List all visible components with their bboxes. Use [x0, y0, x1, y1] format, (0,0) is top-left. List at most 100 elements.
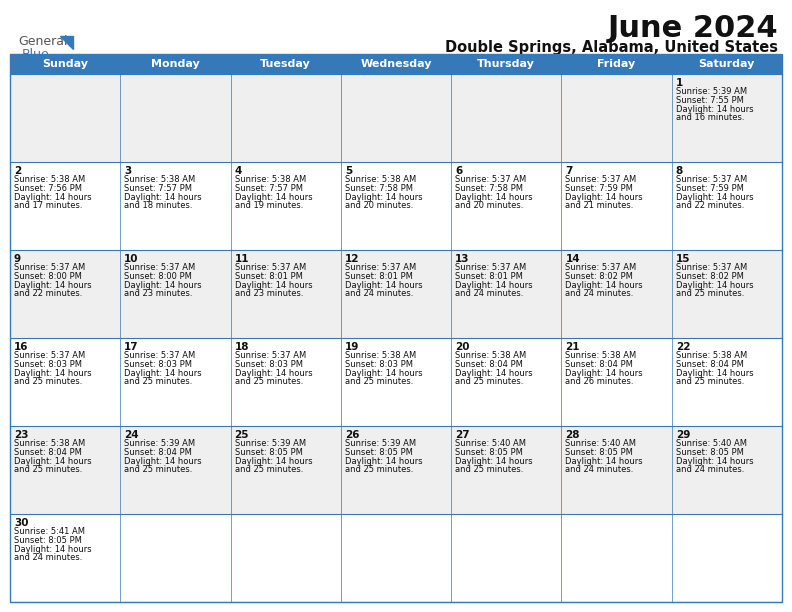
Text: and 24 minutes.: and 24 minutes. [565, 289, 634, 298]
Text: Daylight: 14 hours: Daylight: 14 hours [676, 105, 753, 113]
Text: Sunrise: 5:38 AM: Sunrise: 5:38 AM [124, 176, 196, 184]
Text: and 24 minutes.: and 24 minutes. [455, 289, 524, 298]
Text: Friday: Friday [597, 59, 636, 69]
Text: and 25 minutes.: and 25 minutes. [124, 465, 192, 474]
Text: Sunset: 8:04 PM: Sunset: 8:04 PM [455, 360, 523, 369]
Text: Sunset: 7:59 PM: Sunset: 7:59 PM [676, 184, 744, 193]
Text: Sunset: 8:00 PM: Sunset: 8:00 PM [14, 272, 82, 281]
Text: and 25 minutes.: and 25 minutes. [234, 465, 303, 474]
Text: Sunset: 8:03 PM: Sunset: 8:03 PM [345, 360, 413, 369]
Text: Sunrise: 5:37 AM: Sunrise: 5:37 AM [676, 176, 747, 184]
Text: Daylight: 14 hours: Daylight: 14 hours [124, 368, 202, 378]
Text: Sunset: 7:57 PM: Sunset: 7:57 PM [124, 184, 192, 193]
Text: Sunset: 7:59 PM: Sunset: 7:59 PM [565, 184, 634, 193]
Text: Sunset: 7:58 PM: Sunset: 7:58 PM [455, 184, 524, 193]
Text: Sunrise: 5:40 AM: Sunrise: 5:40 AM [455, 439, 526, 449]
Text: and 25 minutes.: and 25 minutes. [345, 377, 413, 386]
Text: 25: 25 [234, 430, 249, 439]
Text: Sunset: 7:56 PM: Sunset: 7:56 PM [14, 184, 82, 193]
Text: and 25 minutes.: and 25 minutes. [14, 377, 82, 386]
Text: 6: 6 [455, 165, 463, 176]
Text: 7: 7 [565, 165, 573, 176]
Text: Daylight: 14 hours: Daylight: 14 hours [455, 280, 533, 289]
Text: General: General [18, 35, 67, 48]
Text: 20: 20 [455, 341, 470, 351]
Text: Sunrise: 5:37 AM: Sunrise: 5:37 AM [455, 176, 527, 184]
Text: and 17 minutes.: and 17 minutes. [14, 201, 82, 210]
Bar [10, 250, 782, 338]
Text: 2: 2 [14, 165, 21, 176]
Text: and 23 minutes.: and 23 minutes. [124, 289, 192, 298]
Text: and 25 minutes.: and 25 minutes. [14, 465, 82, 474]
Text: Sunrise: 5:41 AM: Sunrise: 5:41 AM [14, 528, 85, 537]
Text: Double Springs, Alabama, United States: Double Springs, Alabama, United States [445, 40, 778, 55]
Text: Sunset: 8:05 PM: Sunset: 8:05 PM [14, 536, 82, 545]
Text: Sunset: 8:04 PM: Sunset: 8:04 PM [14, 448, 82, 457]
Bar [10, 54, 782, 74]
Text: and 20 minutes.: and 20 minutes. [455, 201, 524, 210]
Text: Daylight: 14 hours: Daylight: 14 hours [124, 193, 202, 201]
Text: 21: 21 [565, 341, 580, 351]
Text: Sunset: 7:58 PM: Sunset: 7:58 PM [345, 184, 413, 193]
Text: Daylight: 14 hours: Daylight: 14 hours [124, 280, 202, 289]
Bar [10, 54, 782, 602]
Text: 11: 11 [234, 253, 249, 264]
Text: and 22 minutes.: and 22 minutes. [14, 289, 82, 298]
Text: Sunrise: 5:37 AM: Sunrise: 5:37 AM [14, 351, 86, 360]
Text: 12: 12 [345, 253, 360, 264]
Text: Sunset: 7:55 PM: Sunset: 7:55 PM [676, 96, 744, 105]
Text: Sunset: 8:05 PM: Sunset: 8:05 PM [455, 448, 523, 457]
Text: Daylight: 14 hours: Daylight: 14 hours [565, 368, 643, 378]
Text: and 25 minutes.: and 25 minutes. [455, 465, 524, 474]
Text: Daylight: 14 hours: Daylight: 14 hours [345, 457, 422, 466]
Text: Sunset: 8:05 PM: Sunset: 8:05 PM [345, 448, 413, 457]
Text: Daylight: 14 hours: Daylight: 14 hours [124, 457, 202, 466]
Text: and 25 minutes.: and 25 minutes. [345, 465, 413, 474]
Text: and 22 minutes.: and 22 minutes. [676, 201, 744, 210]
Text: Daylight: 14 hours: Daylight: 14 hours [565, 280, 643, 289]
Text: Sunset: 8:04 PM: Sunset: 8:04 PM [565, 360, 634, 369]
Text: Monday: Monday [151, 59, 200, 69]
Text: 17: 17 [124, 341, 139, 351]
Text: Sunrise: 5:37 AM: Sunrise: 5:37 AM [234, 351, 306, 360]
Text: Daylight: 14 hours: Daylight: 14 hours [455, 457, 533, 466]
Text: Sunset: 8:02 PM: Sunset: 8:02 PM [676, 272, 744, 281]
Text: Sunset: 8:01 PM: Sunset: 8:01 PM [455, 272, 523, 281]
Text: and 24 minutes.: and 24 minutes. [345, 289, 413, 298]
Text: Sunrise: 5:39 AM: Sunrise: 5:39 AM [234, 439, 306, 449]
Text: and 25 minutes.: and 25 minutes. [676, 289, 744, 298]
Text: Daylight: 14 hours: Daylight: 14 hours [14, 193, 92, 201]
Text: Sunset: 8:05 PM: Sunset: 8:05 PM [234, 448, 303, 457]
Text: Sunrise: 5:37 AM: Sunrise: 5:37 AM [345, 264, 416, 272]
Text: Sunset: 8:05 PM: Sunset: 8:05 PM [676, 448, 744, 457]
Text: Daylight: 14 hours: Daylight: 14 hours [676, 457, 753, 466]
Text: Daylight: 14 hours: Daylight: 14 hours [345, 280, 422, 289]
Text: Wednesday: Wednesday [360, 59, 432, 69]
Text: Daylight: 14 hours: Daylight: 14 hours [14, 457, 92, 466]
Text: Sunrise: 5:37 AM: Sunrise: 5:37 AM [565, 176, 637, 184]
Text: Daylight: 14 hours: Daylight: 14 hours [455, 368, 533, 378]
Text: Daylight: 14 hours: Daylight: 14 hours [345, 193, 422, 201]
Text: Daylight: 14 hours: Daylight: 14 hours [14, 368, 92, 378]
Text: 22: 22 [676, 341, 690, 351]
Text: Sunrise: 5:37 AM: Sunrise: 5:37 AM [565, 264, 637, 272]
Text: Sunrise: 5:40 AM: Sunrise: 5:40 AM [565, 439, 637, 449]
Text: Daylight: 14 hours: Daylight: 14 hours [234, 193, 312, 201]
Bar [10, 338, 782, 426]
Text: 3: 3 [124, 165, 131, 176]
Text: Sunset: 8:04 PM: Sunset: 8:04 PM [676, 360, 744, 369]
Text: and 25 minutes.: and 25 minutes. [676, 377, 744, 386]
Text: Sunset: 8:01 PM: Sunset: 8:01 PM [345, 272, 413, 281]
Text: Sunset: 8:04 PM: Sunset: 8:04 PM [124, 448, 192, 457]
Text: Sunset: 7:57 PM: Sunset: 7:57 PM [234, 184, 303, 193]
Text: Daylight: 14 hours: Daylight: 14 hours [676, 193, 753, 201]
Text: Daylight: 14 hours: Daylight: 14 hours [234, 457, 312, 466]
Text: 26: 26 [345, 430, 360, 439]
Text: Sunrise: 5:37 AM: Sunrise: 5:37 AM [234, 264, 306, 272]
Text: 10: 10 [124, 253, 139, 264]
Text: 19: 19 [345, 341, 360, 351]
Text: 1: 1 [676, 78, 683, 88]
Text: and 25 minutes.: and 25 minutes. [234, 377, 303, 386]
Text: Sunrise: 5:38 AM: Sunrise: 5:38 AM [565, 351, 637, 360]
Text: 24: 24 [124, 430, 139, 439]
